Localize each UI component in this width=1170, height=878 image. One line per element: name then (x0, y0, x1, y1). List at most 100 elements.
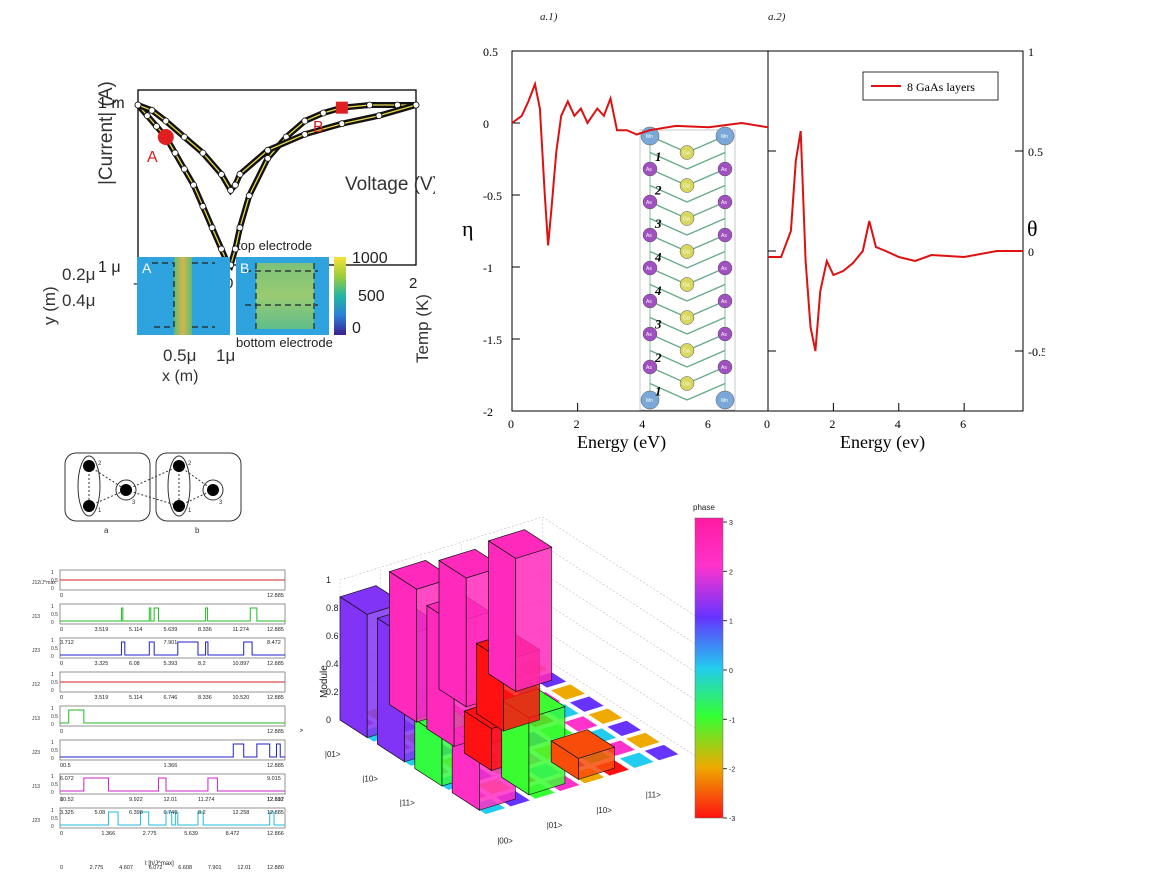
node-b2 (173, 500, 185, 512)
temp-tick-1000: 1000 (352, 250, 388, 267)
crystal-atom (717, 293, 733, 309)
floor-tile (643, 744, 680, 761)
trace-y-label: J13 (32, 784, 40, 790)
trace-tick-label: 8.472 (267, 640, 281, 646)
trace-tick-label: 0 (60, 695, 63, 701)
trace-tick-label: 8.2 (198, 810, 206, 816)
crystal-atom-label: As (721, 233, 727, 239)
iv-marker-b (335, 101, 348, 114)
bar-face-front (389, 570, 418, 723)
network-diagram-panel: 2 1 3 2 1 3 a b (62, 448, 262, 538)
trace-y-tick: 0 (51, 654, 54, 660)
phase-tick: -1 (729, 717, 735, 724)
crystal-atom-label: As (721, 332, 727, 338)
network-ellipse-b (167, 455, 191, 517)
crystal-atom (642, 161, 658, 177)
bar-face-side (515, 546, 553, 692)
iv-point (180, 133, 188, 141)
theta-x-axis-label: Energy (ev) (840, 432, 925, 453)
trace-y-tick: 1 (51, 774, 54, 780)
phase-tick: -3 (729, 816, 735, 823)
trace-y-tick: 0.5 (51, 748, 58, 754)
bar-row-label: |11> (400, 799, 415, 808)
trace-tick-label: 10.520 (233, 695, 250, 701)
trace-tick-label: 7.901 (164, 640, 178, 646)
trace-tick-label: 12.885 (267, 593, 284, 599)
floor-tile (618, 752, 655, 769)
iv-curve-panel: Voltage (V) |Current| (A) 1 m 1 μ -1 0 1… (95, 60, 439, 292)
iv-point (134, 101, 142, 109)
trace-line (60, 777, 285, 792)
layer-label: 4 (654, 250, 662, 265)
trace-tick-label: 0 (60, 593, 63, 599)
trace-tick-label: 3.325 (60, 810, 74, 816)
iv-point (231, 181, 239, 189)
trace-tick-label: 7.901 (208, 865, 222, 870)
trace-y-tick: 1 (51, 672, 54, 678)
iv-point (218, 170, 225, 178)
iv-marker-label-b: B (313, 119, 324, 136)
trace-line (60, 709, 285, 724)
crystal-atom-label: As (646, 233, 652, 239)
bar-col-label: |10> (596, 806, 612, 815)
iv-point (236, 224, 244, 232)
trace-tick-label: 3.519 (95, 695, 109, 701)
theta-plot-frame (767, 50, 1024, 412)
trace-tick-label: 5.114 (129, 695, 142, 701)
trace-x-axis-label: t [h/J^max] (145, 861, 174, 867)
density-bars-chart: Module 0 0.2 0.4 0.6 0.8 1 |00> |01> |10> |11> |00… (288, 503, 736, 846)
crystal-atom-label: As (646, 299, 652, 305)
step-traces-panel: J12/J^max 1 0.5 0 J13 1 0.5 0 J23 1 0.5 0 J12 1 0.5 0 J1… (30, 560, 300, 871)
trace-tick-label: 12.885 (267, 627, 284, 633)
panel-label-a2: a.2) (768, 11, 786, 23)
bar-bars-group (339, 529, 616, 811)
heatmap-x-axis-label: x (m) (162, 368, 198, 385)
trace-tick-label: 0 (60, 729, 63, 735)
crystal-atom (679, 178, 695, 193)
phase-colorbar (694, 517, 724, 819)
iv-point (338, 120, 346, 128)
trace-y-tick: 0 (51, 756, 54, 762)
eta-y-axis-label: η (462, 216, 474, 241)
layer-label: 1 (655, 384, 662, 399)
heatmap-y-axis-label: y (m) (40, 286, 59, 325)
crystal-atom-label: Mn (721, 398, 728, 404)
floor-tile (587, 708, 624, 725)
trace-line (60, 811, 285, 826)
trace-y-tick: 0 (51, 586, 54, 592)
trace-tick-label: 1.366 (164, 763, 178, 769)
eta-x-tick: 2 (574, 417, 580, 431)
temp-tick-500: 500 (358, 288, 385, 305)
heatmap-a-hotspot (174, 257, 192, 335)
trace-y-tick: 0.5 (51, 646, 58, 652)
iv-point (366, 101, 374, 109)
trace-tick-label: 5.08 (95, 810, 106, 816)
iv-series-group (134, 101, 420, 272)
density-bars-panel: Module 0 0.2 0.4 0.6 0.8 1 |00> |01> |10> |11> |00… (288, 480, 740, 870)
trace-y-tick: 0 (51, 824, 54, 830)
crystal-atom-label: As (646, 266, 652, 272)
crystal-atom (679, 145, 695, 160)
crystal-atom (642, 293, 658, 309)
crystal-atom-label: As (646, 200, 652, 206)
crystal-atom (679, 343, 695, 358)
trace-tick-label: 6.072 (149, 865, 163, 870)
trace-tick-label: 12.866 (267, 831, 284, 837)
iv-marker-a (157, 129, 174, 145)
heatmap-x-tick-05: 0.5μ (163, 346, 196, 365)
temp-tick-0: 0 (352, 320, 361, 337)
iv-point (208, 224, 216, 232)
heatmap-chart: A B top electrode bottom electrode 1000 … (40, 238, 432, 385)
bar-col-label: |01> (547, 821, 563, 830)
crystal-atom-label: As (721, 266, 727, 272)
trace-y-tick: 1 (51, 740, 54, 746)
iv-curve-chart: Voltage (V) |Current| (A) 1 m 1 μ -1 0 1… (96, 81, 439, 292)
top-electrode-label: top electrode (237, 238, 312, 253)
trace-y-tick: 0 (51, 620, 54, 626)
crystal-atom (679, 376, 695, 391)
bar-col-label: |11> (646, 790, 661, 799)
iv-point (180, 165, 188, 173)
iv-point (218, 245, 225, 253)
trace-line (60, 641, 285, 656)
trace-line (60, 743, 285, 758)
